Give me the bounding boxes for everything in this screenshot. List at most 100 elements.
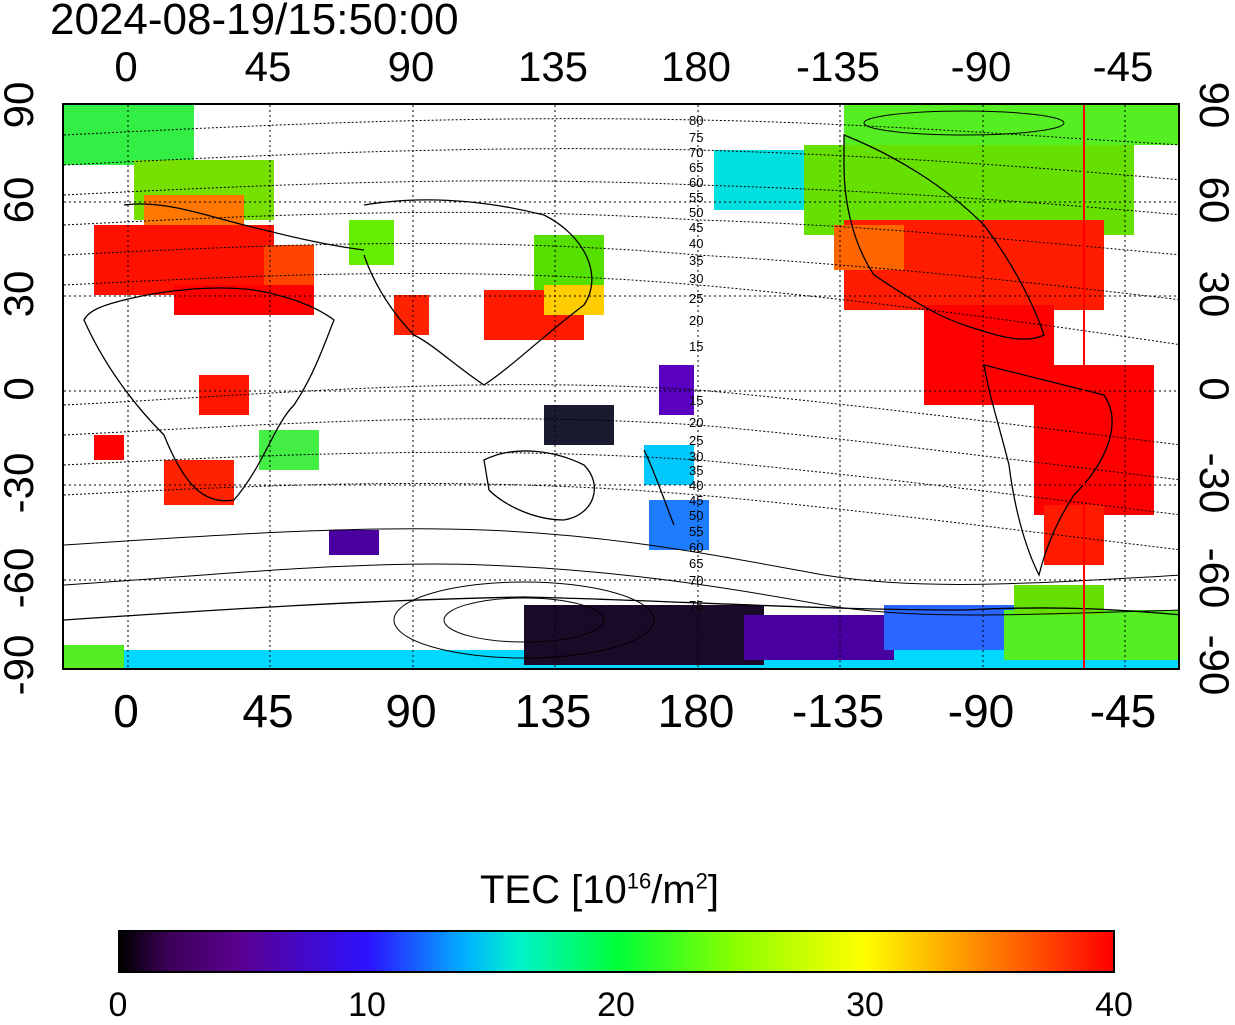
contour-label: 25 [689, 291, 703, 306]
lon-tick-bottom: 90 [385, 685, 437, 737]
lat-tick-right: 30 [1191, 270, 1235, 318]
colorbar [118, 930, 1115, 973]
lon-tick-top: 180 [660, 43, 732, 90]
tec-patch-southern-ocean [329, 530, 379, 555]
lon-tick-bottom: -135 [791, 685, 885, 737]
contour-label: 50 [689, 508, 703, 523]
tec-patch-china [544, 285, 604, 315]
lat-tick-right: 60 [1191, 176, 1235, 224]
tec-patch-mideast [174, 285, 314, 315]
colorbar-title-unit-exponent: 2 [695, 868, 708, 894]
tec-patch-usa [834, 225, 904, 270]
contour-label: 70 [689, 573, 703, 588]
lat-lon-grid [64, 105, 1178, 668]
contour-label: 55 [689, 190, 703, 205]
lat-tick-left: -30 [0, 452, 42, 514]
lon-tick-top: 135 [517, 43, 589, 90]
lon-tick-bottom: -90 [947, 685, 1015, 737]
colorbar-title-unit: /m [651, 868, 696, 912]
contour-label: 20 [689, 415, 703, 430]
tec-patch-pacific [659, 365, 694, 415]
contour-label: 40 [689, 236, 703, 251]
lon-tick-top: -45 [1092, 43, 1154, 90]
lat-tick-right: 90 [1191, 81, 1235, 129]
contour-labels-south: 15 20 25 30 35 40 45 50 55 60 65 70 75 [689, 393, 703, 613]
tec-patch-north-band [844, 105, 1178, 145]
tec-patch-north-band [64, 105, 194, 165]
contour-label: 65 [689, 160, 703, 175]
lat-tick-left: 60 [0, 176, 42, 224]
lat-tick-left: 30 [0, 270, 42, 318]
timestamp-title: 2024-08-19/15:50:00 [50, 0, 459, 44]
lon-tick-top: 0 [114, 43, 138, 90]
tec-patch-alaska [714, 150, 804, 210]
tec-patch-africa [94, 435, 124, 460]
lat-tick-right: -30 [1191, 452, 1235, 514]
tec-patch-antarctica [744, 615, 894, 660]
lon-tick-bottom: 180 [657, 685, 735, 737]
lon-tick-top: -135 [795, 43, 881, 90]
contour-label: 30 [689, 449, 703, 464]
lat-tick-right: 0 [1191, 377, 1235, 401]
lat-tick-left: 90 [0, 81, 42, 129]
contour-label: 40 [689, 478, 703, 493]
lon-tick-bottom: 0 [113, 685, 139, 737]
colorbar-tick: 10 [348, 986, 386, 1024]
lon-tick-bottom: 45 [242, 685, 294, 737]
colorbar-title: TEC [1016/m2] [480, 868, 719, 913]
contour-label: 20 [689, 313, 703, 328]
lat-tick-right: -90 [1191, 634, 1235, 696]
lon-tick-bottom: -45 [1089, 685, 1157, 737]
colorbar-tick: 40 [1095, 986, 1133, 1024]
colorbar-tick: 0 [108, 986, 128, 1024]
lat-tick-right: -60 [1191, 547, 1235, 609]
lon-tick-top: 45 [244, 43, 292, 90]
contour-label: 80 [689, 113, 703, 128]
contour-label: 30 [689, 271, 703, 286]
contour-label: 75 [689, 598, 703, 613]
tec-patch-indonesia [544, 405, 614, 445]
colorbar-title-close: ] [707, 868, 720, 912]
tec-patch-south-africa [164, 460, 234, 505]
contour-label: 75 [689, 130, 703, 145]
lon-tick-top: 90 [387, 43, 435, 90]
contour-label: 50 [689, 205, 703, 220]
tec-patch-antarctica [884, 605, 1024, 650]
lat-tick-left: -90 [0, 634, 42, 696]
contour-label: 45 [689, 220, 703, 235]
contour-label: 15 [689, 393, 703, 408]
coastlines [64, 134, 1178, 621]
contour-label: 45 [689, 493, 703, 508]
contour-label: 60 [689, 540, 703, 555]
contour-label: 70 [689, 145, 703, 160]
tec-patch-europe [94, 225, 274, 295]
colorbar-title-text: TEC [10 [480, 868, 627, 912]
contour-label: 60 [689, 175, 703, 190]
tec-patch-antarctic-peninsula [1014, 585, 1104, 615]
tec-data-layer [64, 105, 1178, 668]
tec-patch-antarctica [1004, 610, 1178, 660]
tec-map: 80 75 70 65 60 55 50 45 40 35 30 25 20 1… [62, 103, 1180, 670]
contour-label: 35 [689, 463, 703, 478]
lon-tick-top: -90 [950, 43, 1012, 90]
tec-patch-africa [259, 430, 319, 470]
colorbar-tick: 20 [597, 986, 635, 1024]
tec-patch-nz [649, 500, 709, 550]
tec-patch-south-america [1044, 505, 1104, 565]
lat-tick-left: 0 [0, 377, 42, 400]
tec-patch-nz-north [644, 445, 694, 485]
colorbar-tick: 30 [846, 986, 884, 1024]
tec-patch-europe [264, 245, 314, 285]
contour-label: 35 [689, 253, 703, 268]
contour-label: 25 [689, 433, 703, 448]
lon-tick-bottom: 135 [514, 685, 592, 737]
tec-patch-south-america [1034, 365, 1154, 515]
contour-lines [64, 110, 1178, 659]
contour-label: 15 [689, 339, 703, 354]
tec-patch-scandinavia [144, 195, 244, 230]
contour-label: 55 [689, 524, 703, 539]
contour-labels-north: 80 75 70 65 60 55 50 45 40 35 30 25 20 1… [689, 113, 703, 354]
colorbar-title-exponent: 16 [626, 868, 652, 894]
tec-map-svg: 80 75 70 65 60 55 50 45 40 35 30 25 20 1… [64, 105, 1178, 668]
lat-tick-left: -60 [0, 547, 42, 609]
